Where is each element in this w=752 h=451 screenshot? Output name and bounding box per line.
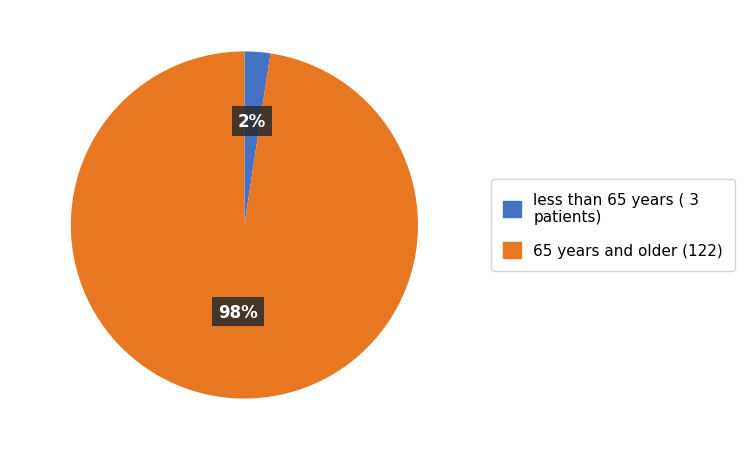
Wedge shape [71, 52, 418, 399]
Text: 2%: 2% [238, 113, 266, 131]
Wedge shape [244, 52, 271, 226]
Legend: less than 65 years ( 3
patients), 65 years and older (122): less than 65 years ( 3 patients), 65 yea… [491, 180, 735, 271]
Text: 98%: 98% [218, 303, 258, 321]
